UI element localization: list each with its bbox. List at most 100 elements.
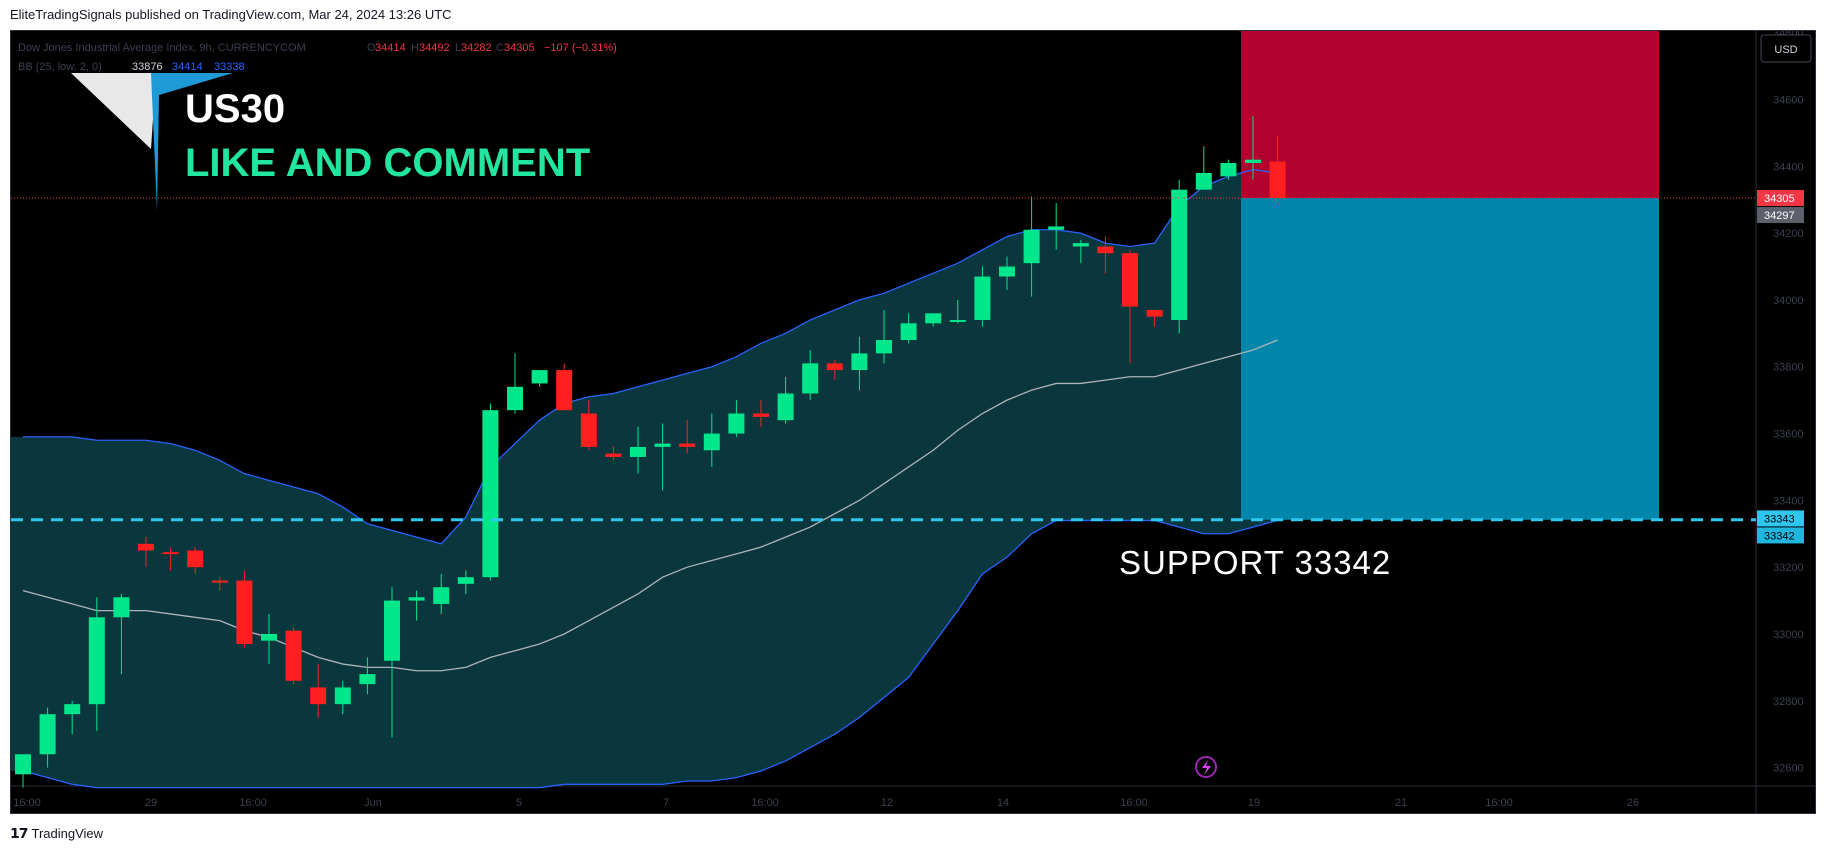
candle bbox=[1195, 146, 1212, 190]
candle bbox=[261, 613, 277, 665]
candle bbox=[654, 423, 671, 491]
candle-body bbox=[654, 443, 671, 447]
price-axis-label-text: 33342 bbox=[1764, 530, 1795, 542]
x-tick-label: 16:00 bbox=[751, 797, 779, 809]
candle bbox=[1269, 135, 1286, 206]
candle-body bbox=[1171, 189, 1188, 320]
candle-body bbox=[728, 413, 745, 434]
price-axis-background bbox=[1756, 31, 1815, 813]
y-tick-label: 33400 bbox=[1773, 495, 1804, 507]
candle bbox=[15, 754, 31, 788]
candle bbox=[679, 420, 696, 454]
candle bbox=[580, 400, 597, 451]
candle-body bbox=[1122, 253, 1138, 307]
low-label: L bbox=[455, 42, 461, 54]
candle-body bbox=[1023, 229, 1040, 264]
price-axis-label: 34305 bbox=[1757, 190, 1804, 207]
candle bbox=[777, 376, 794, 424]
candle-body bbox=[605, 453, 622, 457]
x-tick-label: 16:00 bbox=[239, 797, 267, 809]
change-value: −107 (−0.31%) bbox=[544, 42, 617, 54]
price-axis-label: 33343 bbox=[1757, 510, 1804, 527]
candle bbox=[876, 309, 892, 364]
y-tick-label: 33000 bbox=[1773, 629, 1804, 641]
candle-body bbox=[802, 363, 819, 394]
candle-body bbox=[974, 276, 991, 320]
y-tick-label: 34000 bbox=[1773, 295, 1804, 307]
candle-body bbox=[285, 630, 302, 681]
candle bbox=[310, 664, 327, 718]
candle bbox=[728, 400, 745, 437]
x-tick-label: 16:00 bbox=[1485, 797, 1513, 809]
candle bbox=[384, 587, 400, 738]
x-tick-label: 16:00 bbox=[13, 797, 41, 809]
candle-body bbox=[310, 687, 327, 705]
candle-body bbox=[433, 587, 450, 604]
bb-indicator-name: BB (25, low, 2, 0) bbox=[18, 61, 102, 73]
candle-body bbox=[900, 323, 917, 341]
candle bbox=[974, 266, 991, 327]
candle bbox=[1220, 159, 1237, 180]
candle-body bbox=[138, 543, 154, 551]
candle bbox=[605, 446, 622, 461]
candle bbox=[285, 627, 302, 685]
candle-body bbox=[580, 413, 597, 447]
open-label: O bbox=[367, 42, 376, 54]
candle bbox=[1097, 236, 1114, 274]
candle bbox=[1171, 179, 1188, 334]
price-chart[interactable]: 32600 32800 33000 33200 33400 33600 33800 34000… bbox=[11, 31, 1816, 814]
candle bbox=[703, 413, 720, 467]
candle bbox=[88, 597, 105, 731]
candle bbox=[826, 360, 843, 381]
candle bbox=[113, 593, 130, 675]
y-tick-label: 34400 bbox=[1773, 161, 1804, 173]
overlay-title: US30 bbox=[185, 87, 285, 131]
candle-body bbox=[1195, 172, 1212, 190]
close-label: C bbox=[496, 42, 504, 54]
bb-basis-line bbox=[22, 339, 1278, 672]
price-axis-label-bg bbox=[1757, 527, 1804, 544]
candle-body bbox=[1146, 309, 1163, 317]
open-value: 34414 bbox=[375, 42, 406, 54]
x-tick-label: 19 bbox=[1248, 797, 1260, 809]
chart-panel[interactable]: 32600 32800 33000 33200 33400 33600 33800 34000… bbox=[10, 30, 1816, 814]
candle bbox=[187, 547, 204, 574]
candle bbox=[753, 400, 769, 427]
high-value: 34492 bbox=[419, 42, 450, 54]
currency-label: USD bbox=[1774, 44, 1797, 56]
currency-button[interactable]: USD bbox=[1760, 34, 1812, 63]
candle bbox=[1072, 239, 1089, 264]
ohlc-values: O 34414 H 34492 L 34282 C 34305 −107 (−0… bbox=[367, 42, 617, 54]
candle bbox=[482, 403, 499, 581]
x-tick-label: 16:00 bbox=[1120, 797, 1148, 809]
candle-body bbox=[334, 687, 351, 705]
support-annotation: SUPPORT 33342 bbox=[1119, 544, 1391, 581]
candle-body bbox=[556, 370, 573, 411]
candle-body bbox=[113, 597, 130, 618]
candle bbox=[556, 363, 573, 411]
lightning-icon[interactable] bbox=[1195, 756, 1217, 778]
y-tick-label: 34200 bbox=[1773, 228, 1804, 240]
candle-body bbox=[457, 577, 474, 584]
y-tick-label: 33200 bbox=[1773, 562, 1804, 574]
candle bbox=[900, 313, 917, 344]
candle-body bbox=[531, 370, 548, 384]
y-tick-label: 33600 bbox=[1773, 429, 1804, 441]
candle bbox=[359, 657, 376, 695]
price-axis-label-text: 33343 bbox=[1764, 513, 1795, 525]
x-tick-label: 26 bbox=[1627, 797, 1639, 809]
candle-body bbox=[1048, 226, 1065, 230]
candle-body bbox=[1269, 161, 1286, 199]
bb-legend: BB (25, low, 2, 0) 33876 34414 33338 bbox=[18, 61, 245, 73]
candle-body bbox=[261, 633, 277, 641]
candle-body bbox=[925, 313, 942, 324]
bb-upper-value: 34414 bbox=[172, 61, 203, 73]
footer-brand: TradingView bbox=[31, 826, 104, 841]
price-axis-label-text: 34305 bbox=[1764, 193, 1795, 205]
candle-body bbox=[384, 600, 400, 661]
candle-body bbox=[777, 393, 794, 421]
bollinger-band-fill bbox=[11, 169, 1286, 788]
candle bbox=[1048, 203, 1065, 250]
candle-body bbox=[162, 552, 179, 555]
low-value: 34282 bbox=[461, 42, 492, 54]
